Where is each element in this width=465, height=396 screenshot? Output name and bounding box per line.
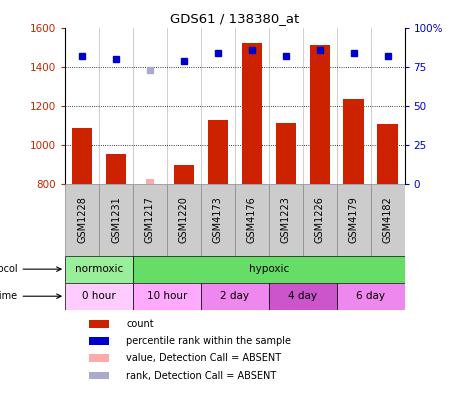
Bar [65, 185, 99, 255]
Bar [133, 283, 201, 310]
Bar [310, 46, 330, 185]
Bar [133, 185, 167, 255]
Bar [99, 185, 133, 255]
Bar [89, 354, 109, 362]
Bar [89, 337, 109, 345]
Bar [303, 185, 337, 255]
Bar [65, 255, 133, 283]
Text: percentile rank within the sample: percentile rank within the sample [126, 336, 291, 346]
Text: hypoxic: hypoxic [249, 264, 289, 274]
Bar [201, 185, 235, 255]
Bar [371, 185, 405, 255]
Bar [235, 185, 269, 255]
Text: rank, Detection Call = ABSENT: rank, Detection Call = ABSENT [126, 371, 277, 381]
Text: value, Detection Call = ABSENT: value, Detection Call = ABSENT [126, 353, 281, 363]
Text: GSM4182: GSM4182 [383, 197, 392, 244]
Bar [344, 99, 364, 185]
Text: GSM4176: GSM4176 [247, 197, 257, 244]
Title: GDS61 / 138380_at: GDS61 / 138380_at [170, 12, 299, 25]
Text: GSM4173: GSM4173 [213, 197, 223, 244]
Text: 6 day: 6 day [356, 291, 385, 301]
Text: protocol: protocol [0, 264, 61, 274]
Text: GSM1220: GSM1220 [179, 196, 189, 244]
Bar [208, 120, 228, 185]
Bar [167, 185, 201, 255]
Bar [201, 283, 269, 310]
Text: normoxic: normoxic [75, 264, 123, 274]
Bar [174, 165, 194, 185]
Text: 0 hour: 0 hour [82, 291, 116, 301]
Bar [89, 371, 109, 379]
Text: 10 hour: 10 hour [147, 291, 187, 301]
Bar [65, 283, 133, 310]
Bar [337, 283, 405, 310]
Text: time: time [0, 291, 61, 301]
Bar [72, 128, 92, 185]
Bar [146, 179, 153, 185]
Bar [378, 124, 398, 185]
Text: 4 day: 4 day [288, 291, 317, 301]
Text: GSM1231: GSM1231 [111, 197, 121, 244]
Text: GSM4179: GSM4179 [349, 197, 359, 244]
Bar [337, 185, 371, 255]
Text: GSM1226: GSM1226 [315, 196, 325, 244]
Text: GSM1217: GSM1217 [145, 196, 155, 244]
Bar [133, 255, 405, 283]
Bar [106, 154, 126, 185]
Bar [276, 123, 296, 185]
Bar [269, 283, 337, 310]
Bar [269, 185, 303, 255]
Bar [242, 44, 262, 185]
Text: GSM1228: GSM1228 [77, 196, 87, 244]
Bar [89, 320, 109, 328]
Text: 2 day: 2 day [220, 291, 249, 301]
Text: count: count [126, 319, 154, 329]
Text: GSM1223: GSM1223 [281, 196, 291, 244]
